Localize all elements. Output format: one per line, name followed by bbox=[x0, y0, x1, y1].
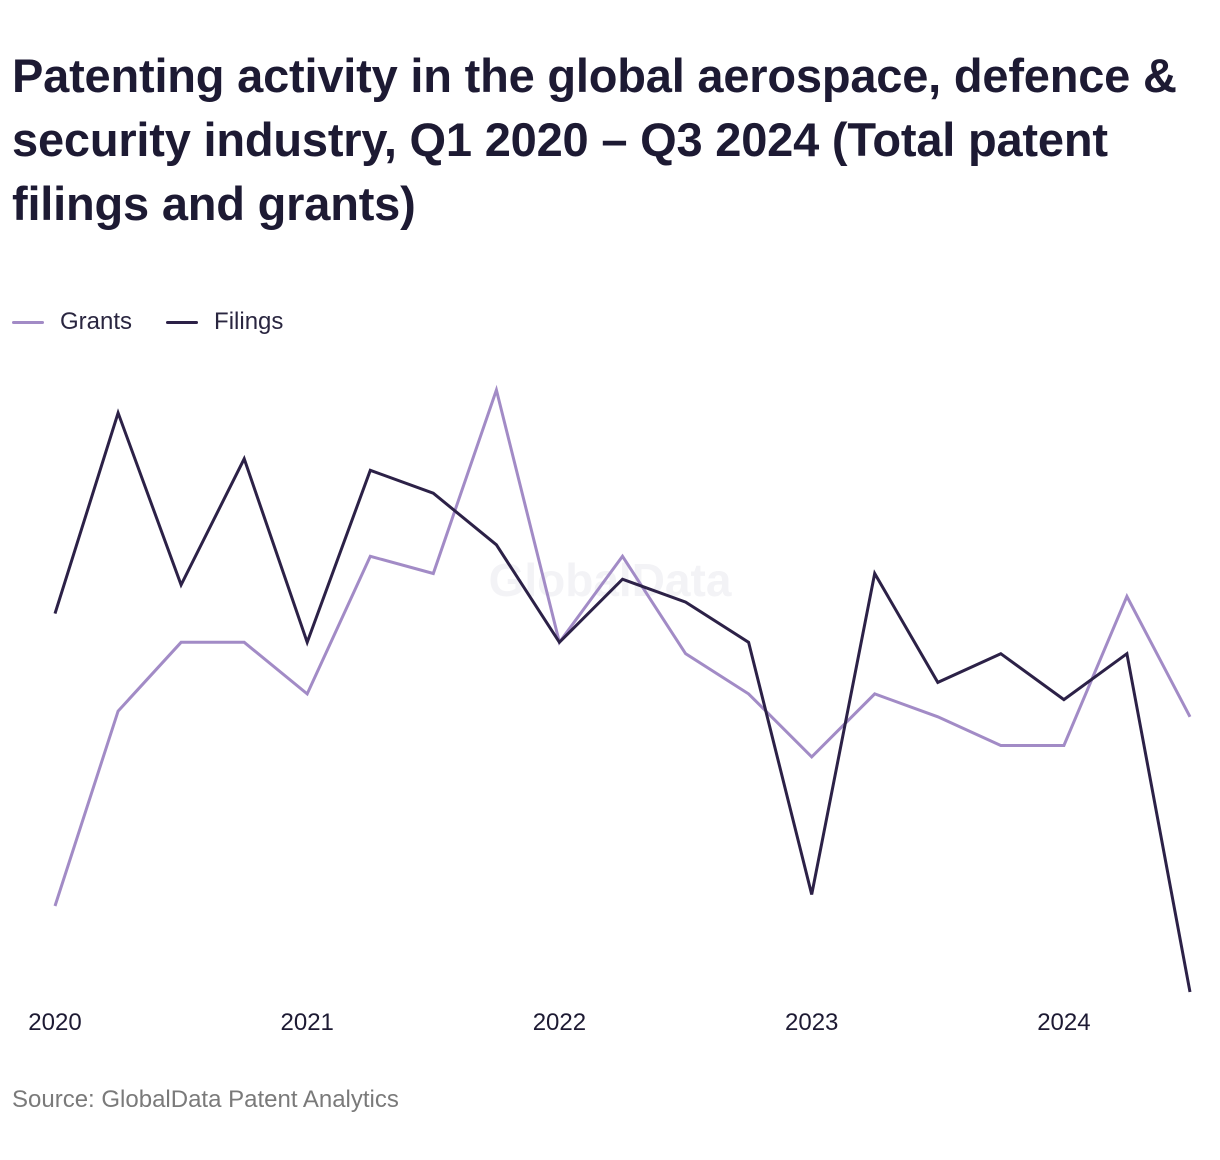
data-point-filings[interactable] bbox=[743, 636, 755, 648]
data-point-grants[interactable] bbox=[427, 568, 439, 580]
data-point-grants[interactable] bbox=[995, 740, 1007, 752]
data-point-grants[interactable] bbox=[49, 900, 61, 912]
data-point-filings[interactable] bbox=[301, 636, 313, 648]
x-tick-label: 2022 bbox=[533, 1009, 586, 1036]
data-point-grants[interactable] bbox=[112, 705, 124, 717]
data-point-grants[interactable] bbox=[1121, 590, 1133, 602]
data-point-filings[interactable] bbox=[869, 568, 881, 580]
x-axis-ticks: 2020 2021 2022 2023 2024 bbox=[28, 1009, 1090, 1036]
watermark: GlobalData bbox=[489, 554, 732, 606]
data-point-filings[interactable] bbox=[175, 579, 187, 591]
data-point-filings[interactable] bbox=[364, 464, 376, 476]
data-point-filings[interactable] bbox=[490, 539, 502, 551]
data-point-filings[interactable] bbox=[806, 889, 818, 901]
legend-swatch-grants bbox=[12, 320, 44, 324]
x-tick-label: 2024 bbox=[1037, 1009, 1090, 1036]
legend-item-filings[interactable]: Filings bbox=[166, 308, 283, 336]
data-point-grants[interactable] bbox=[238, 636, 250, 648]
data-point-grants[interactable] bbox=[175, 636, 187, 648]
data-point-grants[interactable] bbox=[490, 384, 502, 396]
data-point-filings[interactable] bbox=[995, 648, 1007, 660]
series-layer bbox=[49, 384, 1196, 998]
x-tick-label: 2020 bbox=[28, 1009, 81, 1036]
data-point-grants[interactable] bbox=[301, 688, 313, 700]
data-point-grants[interactable] bbox=[364, 550, 376, 562]
legend-label-filings: Filings bbox=[214, 308, 284, 335]
data-point-filings[interactable] bbox=[238, 453, 250, 465]
data-point-filings[interactable] bbox=[932, 676, 944, 688]
chart-legend: Grants Filings bbox=[12, 306, 317, 338]
data-point-filings[interactable] bbox=[553, 636, 565, 648]
series-line-grants[interactable] bbox=[53, 384, 1192, 907]
data-point-grants[interactable] bbox=[617, 550, 629, 562]
data-point-filings[interactable] bbox=[112, 407, 124, 419]
data-point-filings[interactable] bbox=[49, 608, 61, 620]
data-point-grants[interactable] bbox=[743, 688, 755, 700]
data-point-grants[interactable] bbox=[869, 688, 881, 700]
source-note: Source: GlobalData Patent Analytics bbox=[12, 1086, 399, 1113]
data-point-filings[interactable] bbox=[680, 596, 692, 608]
data-point-grants[interactable] bbox=[932, 711, 944, 723]
data-point-grants[interactable] bbox=[680, 648, 692, 660]
data-point-filings[interactable] bbox=[617, 573, 629, 585]
data-point-filings[interactable] bbox=[1121, 648, 1133, 660]
series-line-filings[interactable] bbox=[53, 408, 1192, 993]
data-point-grants[interactable] bbox=[1184, 711, 1196, 723]
data-point-grants[interactable] bbox=[806, 751, 818, 763]
x-tick-label: 2021 bbox=[281, 1009, 334, 1036]
chart-title: Patenting activity in the global aerospa… bbox=[12, 49, 1177, 230]
x-tick-label: 2023 bbox=[785, 1009, 838, 1036]
data-point-filings[interactable] bbox=[1058, 694, 1070, 706]
data-point-filings[interactable] bbox=[1184, 986, 1196, 998]
legend-item-grants[interactable]: Grants bbox=[12, 308, 132, 336]
data-point-filings[interactable] bbox=[427, 487, 439, 499]
data-point-grants[interactable] bbox=[1058, 740, 1070, 752]
legend-swatch-filings bbox=[166, 320, 199, 324]
legend-label-grants: Grants bbox=[60, 308, 133, 335]
